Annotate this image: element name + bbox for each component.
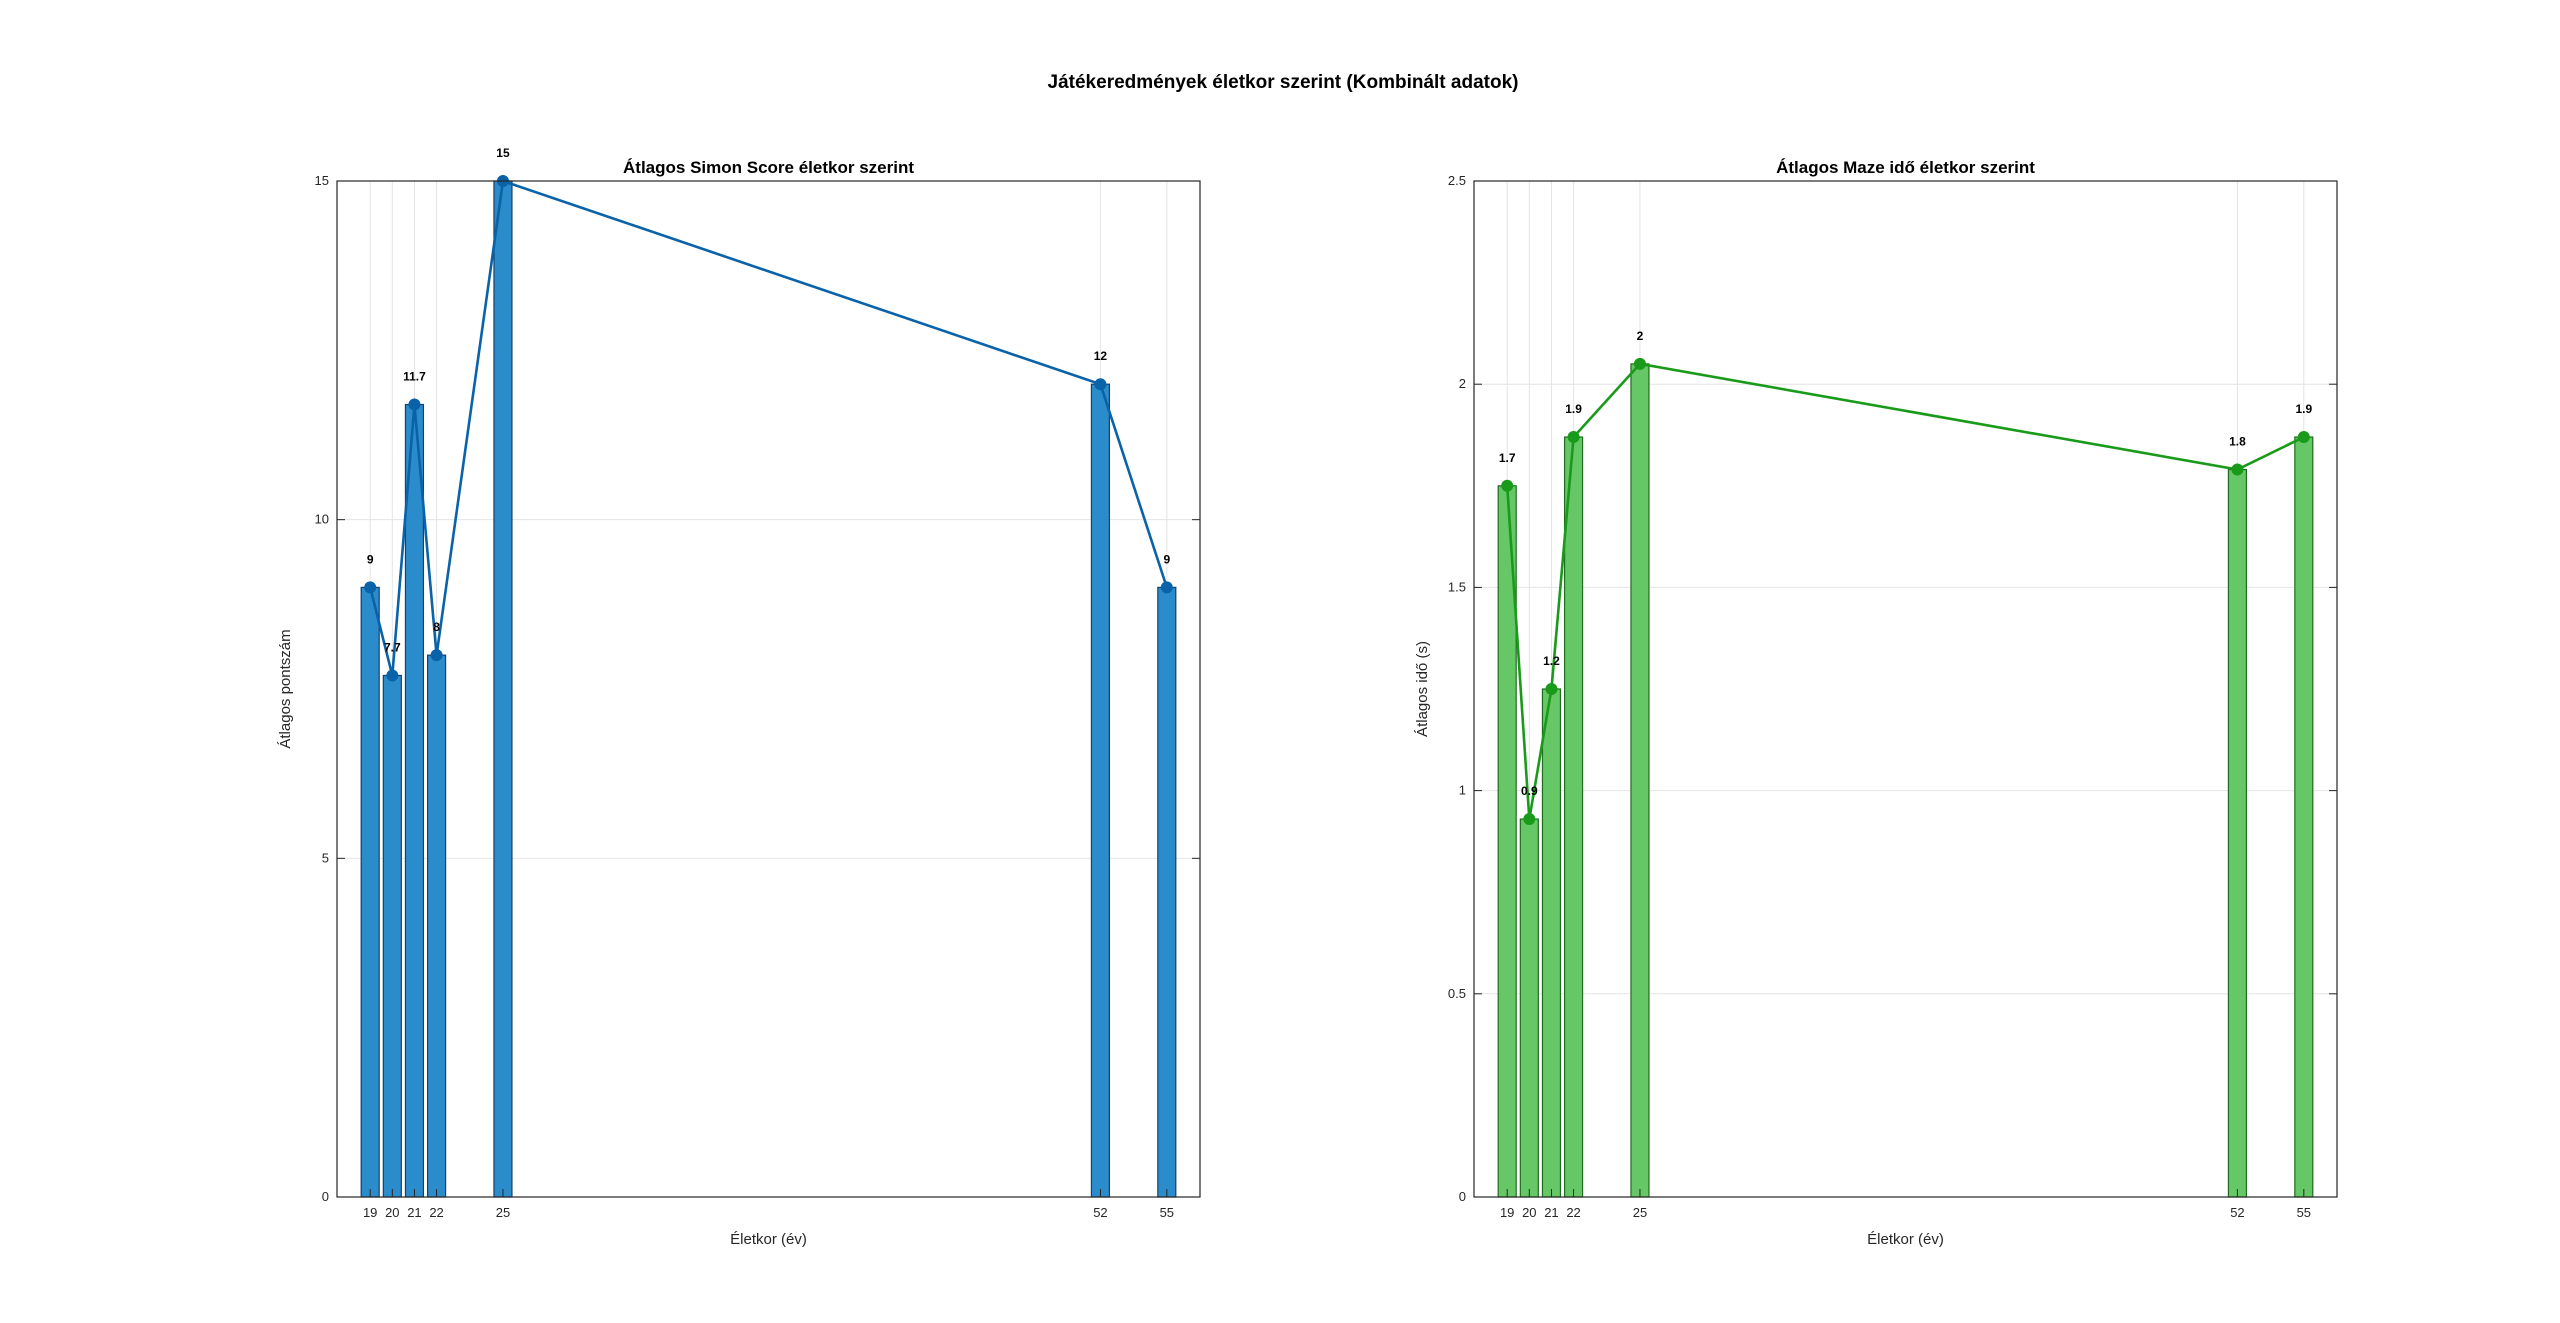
chart-1-ytick-label: 0 bbox=[322, 1189, 329, 1204]
chart-2-xlabel: Életkor (év) bbox=[1867, 1231, 1944, 1248]
chart-1-plot-area bbox=[337, 181, 1200, 1197]
chart-2-bar bbox=[1541, 688, 1562, 1198]
chart-1-data-label: 9 bbox=[1163, 552, 1170, 566]
chart-2-xtick-label: 55 bbox=[2297, 1205, 2311, 1220]
chart-2-bar bbox=[1519, 818, 1539, 1198]
chart-1-xtick-label: 25 bbox=[496, 1205, 510, 1220]
chart-2-xtick-label: 25 bbox=[1633, 1205, 1647, 1220]
chart-2-point bbox=[1567, 431, 1580, 444]
chart-1-xtick-label: 22 bbox=[429, 1205, 443, 1220]
chart-1-bar bbox=[493, 180, 513, 1198]
chart-1-axes-box bbox=[336, 180, 1201, 1198]
chart-1-point bbox=[1094, 378, 1107, 391]
chart-2-ytick-label: 0.5 bbox=[1448, 986, 1466, 1001]
chart-2-xtick-label: 52 bbox=[2230, 1205, 2244, 1220]
chart-1-xtick-label: 21 bbox=[407, 1205, 421, 1220]
chart-2-point bbox=[2231, 463, 2244, 476]
figure-title: Játékeredmények életkor szerint (Kombiná… bbox=[1048, 72, 1519, 93]
chart-2-plot-area bbox=[1474, 181, 2337, 1197]
chart-1-xlabel: Életkor (év) bbox=[730, 1231, 807, 1248]
chart-1-xtick-label: 52 bbox=[1093, 1205, 1107, 1220]
chart-1-data-label: 9 bbox=[367, 552, 374, 566]
chart-1-data-label: 7.7 bbox=[384, 640, 401, 654]
chart-2-ytick-label: 0 bbox=[1459, 1189, 1466, 1204]
chart-2-xtick-label: 19 bbox=[1500, 1205, 1514, 1220]
chart-2-bar bbox=[2294, 436, 2314, 1198]
chart-1-data-label: 11.7 bbox=[403, 370, 426, 384]
chart-1-data-label: 8 bbox=[433, 620, 440, 634]
chart-1-bar bbox=[382, 674, 402, 1198]
chart-1-ytick-label: 15 bbox=[315, 173, 329, 188]
chart-1-xtick-label: 55 bbox=[1160, 1205, 1174, 1220]
chart-2-ylabel: Átlagos idő (s) bbox=[1414, 641, 1431, 737]
chart-2-xtick-label: 21 bbox=[1544, 1205, 1558, 1220]
chart-2-axes-box bbox=[1473, 180, 2338, 1198]
chart-1-bar bbox=[1090, 383, 1111, 1198]
chart-1-data-label: 15 bbox=[496, 146, 510, 160]
chart-2-point bbox=[1633, 357, 1646, 370]
chart-1-ylabel: Átlagos pontszám bbox=[277, 629, 294, 748]
chart-2-data-label: 1.2 bbox=[1543, 654, 1560, 668]
chart-2-data-label: 1.9 bbox=[1565, 402, 1582, 416]
chart-2-xtick-label: 22 bbox=[1566, 1205, 1580, 1220]
chart-1-ytick-label: 5 bbox=[322, 850, 329, 865]
chart-1-bar bbox=[404, 403, 425, 1198]
chart-1-point bbox=[1160, 581, 1173, 594]
chart-2-title: Átlagos Maze idő életkor szerint bbox=[1776, 158, 2035, 177]
chart-1-xtick-label: 19 bbox=[363, 1205, 377, 1220]
chart-1-point bbox=[408, 398, 421, 411]
chart-1-point bbox=[430, 649, 443, 662]
chart-1-bar bbox=[1157, 586, 1177, 1198]
chart-2-data-label: 1.7 bbox=[1499, 451, 1516, 465]
chart-2-data-label: 2 bbox=[1637, 329, 1644, 343]
chart-1-point bbox=[364, 581, 377, 594]
chart-2-bar bbox=[2227, 468, 2248, 1198]
chart-2-point bbox=[1501, 479, 1514, 492]
chart-2-point bbox=[1545, 683, 1558, 695]
chart-1-bar bbox=[426, 654, 447, 1198]
chart-1-xtick-label: 20 bbox=[385, 1205, 399, 1220]
chart-2-bar bbox=[1563, 436, 1584, 1198]
maze-time-chart: 1.7 0.9 1.2 1.9 2 1.8 1.9 0 0.5 1 1.5 2 2.5 19 20 21 22 2… bbox=[1414, 158, 2338, 1248]
chart-2-ytick-label: 1 bbox=[1459, 783, 1466, 798]
chart-2-point bbox=[2297, 431, 2310, 444]
chart-1-point bbox=[386, 669, 399, 682]
chart-2-bar bbox=[1630, 363, 1650, 1198]
chart-2-data-label: 1.8 bbox=[2229, 435, 2246, 449]
simon-score-chart: 9 7.7 11.7 8 15 12 9 0 5 10 15 19 20 21 22 25 52 55 Átlago… bbox=[277, 146, 1201, 1248]
chart-2-ytick-label: 2.5 bbox=[1448, 173, 1466, 188]
chart-1-bar bbox=[360, 586, 380, 1198]
chart-1-data-label: 12 bbox=[1094, 349, 1108, 363]
chart-2-data-label: 1.9 bbox=[2295, 402, 2312, 416]
chart-1-title: Átlagos Simon Score életkor szerint bbox=[623, 158, 914, 177]
chart-1-ytick-label: 10 bbox=[315, 512, 329, 527]
chart-2-ytick-label: 1.5 bbox=[1448, 579, 1466, 594]
chart-2-point bbox=[1523, 813, 1536, 826]
chart-2-data-label: 0.9 bbox=[1521, 784, 1538, 798]
chart-2-ytick-label: 2 bbox=[1459, 376, 1466, 391]
chart-2-xtick-label: 20 bbox=[1522, 1205, 1536, 1220]
